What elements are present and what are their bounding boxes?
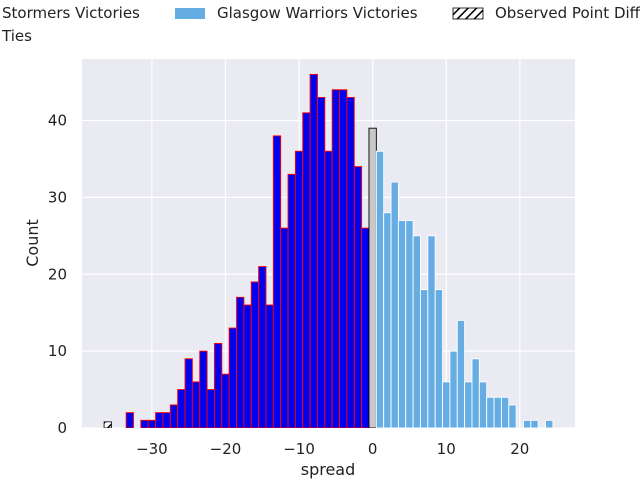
y-tick-label: 10 — [48, 342, 67, 360]
glasgow-warriors-victories-bar — [449, 350, 458, 428]
y-tick-label: 40 — [48, 112, 67, 130]
ties-bar — [368, 127, 377, 428]
x-tick-label: 10 — [437, 440, 456, 458]
stormers-victories-bar — [213, 342, 223, 428]
stormers-victories-bar — [228, 327, 237, 428]
x-tick-label: −10 — [283, 440, 315, 458]
glasgow-warriors-victories-bar — [442, 381, 451, 428]
glasgow-warriors-victories-bar — [508, 404, 517, 428]
stormers-victories-bar — [206, 389, 215, 428]
stormers-victories-bar — [258, 266, 267, 428]
y-tick-label: 20 — [48, 265, 67, 283]
glasgow-warriors-victories-bar — [427, 235, 436, 428]
legend-label-ties: Ties — [1, 27, 32, 45]
y-tick-label: 30 — [48, 188, 67, 206]
stormers-victories-bar — [147, 419, 157, 428]
y-axis-ticks: 0 10 20 30 40 — [48, 112, 67, 438]
stormers-victories-bar — [361, 227, 370, 428]
legend: Stormers Victories Glasgow Warriors Vict… — [1, 4, 640, 45]
stormers-victories-bar — [280, 227, 289, 428]
stormers-victories-bar — [324, 150, 333, 428]
glasgow-warriors-victories-bar — [456, 319, 466, 428]
stormers-victories-bar — [317, 96, 326, 428]
stormers-victories-bar — [191, 381, 201, 428]
stormers-victories-bar — [236, 296, 245, 428]
glasgow-warriors-victories-bar — [478, 381, 488, 428]
stormers-victories-bar — [177, 389, 186, 428]
legend-label-stormers: Stormers Victories — [2, 4, 140, 22]
x-tick-label: −20 — [210, 440, 242, 458]
histogram-bars — [103, 73, 554, 428]
glasgow-warriors-victories-bar — [375, 150, 385, 428]
y-axis-label: Count — [23, 219, 42, 267]
glasgow-warriors-victories-bar — [405, 219, 414, 428]
stormers-victories-bar — [287, 173, 296, 428]
observed-point-difference-marker — [103, 421, 112, 428]
stormers-victories-bar — [169, 404, 179, 428]
glasgow-warriors-victories-bar — [486, 396, 495, 428]
glasgow-warriors-victories-bar — [500, 396, 510, 428]
stormers-victories-bar — [346, 96, 355, 428]
stormers-victories-bar — [339, 89, 348, 428]
stormers-victories-bar — [243, 304, 252, 428]
glasgow-warriors-victories-bar — [471, 358, 480, 428]
glasgow-warriors-victories-bar — [397, 219, 407, 428]
stormers-victories-bar — [162, 412, 171, 428]
x-tick-label: 0 — [368, 440, 378, 458]
stormers-victories-bar — [125, 412, 134, 428]
glasgow-warriors-victories-bar — [523, 419, 532, 428]
y-tick-label: 0 — [57, 419, 67, 437]
glasgow-warriors-victories-bar — [464, 381, 473, 428]
legend-label-glasgow: Glasgow Warriors Victories — [217, 4, 418, 22]
stormers-victories-bar — [272, 135, 282, 428]
x-axis-ticks: −30 −20 −10 0 10 20 — [136, 440, 529, 458]
glasgow-warriors-victories-bar — [530, 419, 539, 428]
stormers-victories-bar — [199, 350, 208, 428]
stormers-victories-bar — [184, 358, 193, 428]
glasgow-warriors-victories-bar — [412, 235, 421, 428]
glasgow-warriors-victories-bar — [420, 289, 429, 428]
x-axis-label: spread — [301, 460, 356, 479]
legend-swatch-observed — [452, 7, 484, 20]
legend-swatch-glasgow — [175, 8, 205, 19]
stormers-victories-bar — [353, 166, 363, 428]
stormers-victories-bar — [309, 73, 318, 428]
glasgow-warriors-victories-bar — [545, 419, 554, 428]
glasgow-warriors-victories-bar — [493, 396, 502, 428]
stormers-victories-bar — [140, 419, 149, 428]
stormers-victories-bar — [331, 89, 340, 428]
stormers-victories-bar — [265, 304, 274, 428]
stormers-victories-bar — [294, 150, 304, 428]
stormers-victories-bar — [302, 112, 311, 428]
glasgow-warriors-victories-bar — [383, 212, 392, 428]
glasgow-warriors-victories-bar — [390, 181, 399, 428]
x-tick-label: 20 — [510, 440, 529, 458]
stormers-victories-bar — [221, 373, 230, 428]
stormers-victories-bar — [250, 281, 260, 428]
x-tick-label: −30 — [136, 440, 168, 458]
legend-label-observed: Observed Point Difference — [495, 4, 640, 22]
glasgow-warriors-victories-bar — [434, 289, 444, 428]
stormers-victories-bar — [155, 412, 164, 428]
